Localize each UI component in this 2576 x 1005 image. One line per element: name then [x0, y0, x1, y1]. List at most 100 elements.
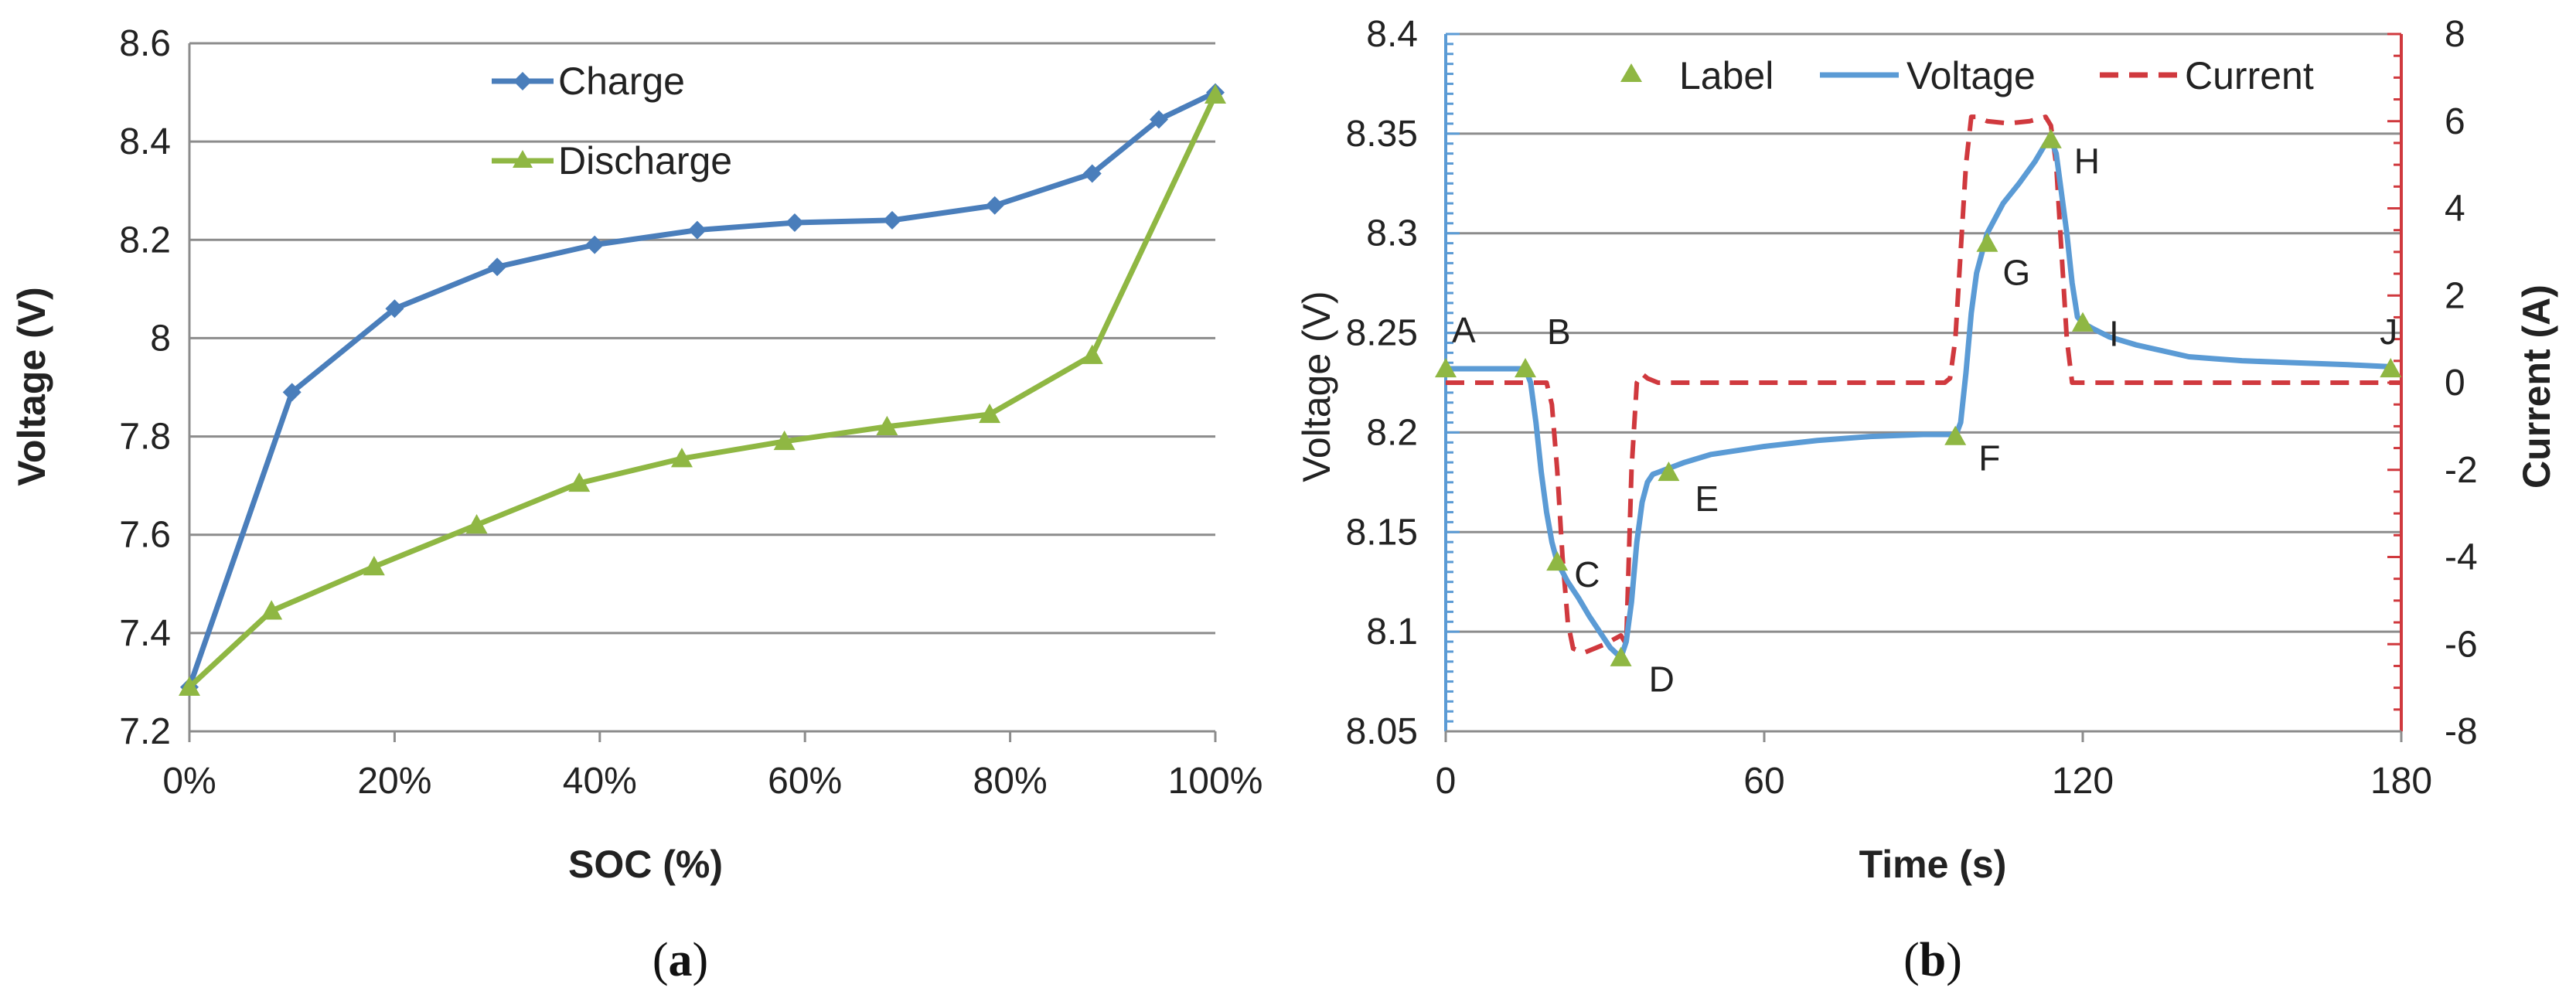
data-point-charge — [585, 235, 605, 254]
x-tick-label-a: 80% — [973, 761, 1048, 802]
data-point-discharge — [1081, 344, 1103, 364]
y2-tick-label-b: -6 — [2445, 624, 2478, 665]
data-point-discharge — [979, 403, 1001, 424]
data-point-charge — [785, 213, 804, 233]
data-point-discharge — [670, 448, 693, 468]
data-point-discharge — [363, 556, 385, 576]
point-label-h: H — [2074, 141, 2100, 182]
legend-label-marker — [1620, 63, 1642, 82]
point-labels-b: A B C D E F G H I J — [1452, 141, 2397, 700]
caption-b-letter: b — [1920, 934, 1946, 986]
legend-discharge-label: Discharge — [558, 139, 732, 182]
series-line-voltage — [1446, 137, 2391, 661]
data-point-discharge — [773, 430, 796, 451]
label-marker-b — [1515, 357, 1536, 378]
label-marker-c — [1546, 550, 1569, 571]
x-tick-label-b: 120 — [2052, 761, 2114, 802]
x-tick-label-a: 60% — [768, 761, 842, 802]
data-point-discharge — [261, 600, 283, 620]
y2-axis-label-b: Current (A) — [2515, 284, 2558, 489]
y-tick-label-b: 8.4 — [1366, 14, 1418, 55]
label-marker-j — [2380, 357, 2402, 378]
data-point-discharge — [465, 514, 488, 534]
data-point-discharge — [568, 472, 591, 492]
y2-tick-label-b: -4 — [2445, 537, 2478, 578]
y-tick-label-a: 8.4 — [119, 121, 171, 162]
ticks-b: 8.05 8.1 8.15 8.2 8.25 8.3 8.35 8.4 -8 -6 -4 -2 0 2 4 6… — [1346, 14, 2478, 802]
y-tick-label-b: 8.25 — [1346, 313, 1418, 354]
x-tick-label-a: 0% — [162, 761, 216, 802]
y2-tick-label-b: -2 — [2445, 450, 2478, 491]
legend-a: Charge Discharge — [492, 60, 732, 182]
y2-tick-label-b: 4 — [2445, 189, 2465, 230]
data-point-charge — [385, 299, 404, 319]
x-tick-label-a: 100% — [1168, 761, 1263, 802]
point-label-e: E — [1695, 479, 1719, 519]
x-tick-label-b: 0 — [1436, 761, 1457, 802]
point-label-j: J — [2380, 312, 2397, 352]
data-point-charge — [282, 383, 302, 402]
caption-a: (a) — [653, 934, 708, 986]
label-marker-d — [1610, 646, 1632, 666]
point-label-a: A — [1452, 310, 1476, 350]
data-point-discharge — [1205, 83, 1226, 104]
series-a — [179, 83, 1226, 697]
data-point-charge — [882, 210, 901, 230]
x-tick-label-b: 60 — [1743, 761, 1784, 802]
y-tick-label-a: 7.2 — [119, 711, 171, 752]
y-tick-label-a: 8.2 — [119, 220, 171, 261]
series-line-current — [1446, 114, 2401, 656]
x-axis-label-b: Time (s) — [1859, 843, 2007, 886]
y-tick-label-b: 8.2 — [1366, 412, 1418, 453]
legend-label-text: Label — [1679, 54, 1774, 97]
series-b — [1435, 114, 2402, 666]
x-axis-label-a: SOC (%) — [568, 843, 723, 886]
y-axis-label-a: Voltage (V) — [10, 287, 53, 485]
data-point-charge — [1150, 110, 1169, 129]
y-tick-label-a: 7.4 — [119, 613, 171, 654]
y-tick-label-a: 7.6 — [119, 515, 171, 556]
legend-current-text: Current — [2185, 54, 2314, 97]
x-tick-label-a: 40% — [563, 761, 637, 802]
data-point-charge — [1082, 164, 1102, 183]
x-tick-label-a: 20% — [357, 761, 431, 802]
y-tick-label-a: 8 — [150, 318, 171, 359]
label-marker-a — [1435, 357, 1457, 378]
label-marker-f — [1944, 425, 1967, 445]
chart-panel-a: 7.2 7.4 7.6 7.8 8 8.2 8.4 8.6 0% 20% 40% 60% 80% 100%… — [10, 23, 1262, 986]
y-tick-label-b: 8.3 — [1366, 213, 1418, 254]
point-label-b: B — [1547, 312, 1571, 352]
series-line-charge — [186, 90, 1217, 688]
point-label-f: F — [1978, 438, 2000, 479]
y-tick-label-b: 8.35 — [1346, 114, 1418, 155]
y2-tick-label-b: 8 — [2445, 14, 2465, 55]
legend-voltage-text: Voltage — [1906, 54, 2036, 97]
chart-panel-b: 8.05 8.1 8.15 8.2 8.25 8.3 8.35 8.4 -8 -6 -4 -2 0 2 4 6… — [1295, 14, 2558, 986]
x-tick-label-b: 180 — [2370, 761, 2432, 802]
legend-b: Label Voltage Current — [1620, 54, 2314, 97]
y-tick-label-a: 7.8 — [119, 417, 171, 458]
data-point-charge — [687, 220, 707, 240]
y2-tick-label-b: -8 — [2445, 711, 2478, 752]
y-tick-label-b: 8.1 — [1366, 612, 1418, 652]
label-marker-e — [1658, 461, 1680, 482]
label-marker-h — [2039, 128, 2062, 148]
y-axis-label-b: Voltage (V) — [1295, 291, 1338, 482]
data-point-discharge — [876, 415, 898, 436]
point-label-i: I — [2109, 314, 2119, 354]
axes-a — [188, 43, 1217, 742]
legend-charge-marker — [513, 72, 532, 90]
y2-tick-label-b: 2 — [2445, 275, 2465, 316]
legend-discharge-marker — [513, 150, 533, 168]
point-label-d: D — [1649, 659, 1675, 700]
data-point-discharge — [179, 676, 200, 696]
point-label-g: G — [2002, 253, 2030, 293]
data-point-charge — [985, 196, 1004, 215]
y2-tick-label-b: 0 — [2445, 363, 2465, 404]
y2-tick-label-b: 6 — [2445, 101, 2465, 142]
label-marker-g — [1976, 232, 1998, 252]
point-label-c: C — [1574, 554, 1600, 594]
y-tick-label-b: 8.05 — [1346, 711, 1418, 752]
ticks-a: 7.2 7.4 7.6 7.8 8 8.2 8.4 8.6 0% 20% 40% 60% 80% 100% — [119, 23, 1262, 802]
